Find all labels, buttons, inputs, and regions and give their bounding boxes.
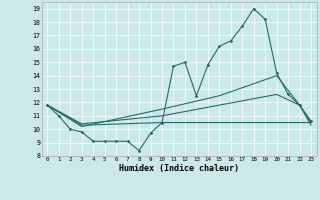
X-axis label: Humidex (Indice chaleur): Humidex (Indice chaleur): [119, 164, 239, 173]
